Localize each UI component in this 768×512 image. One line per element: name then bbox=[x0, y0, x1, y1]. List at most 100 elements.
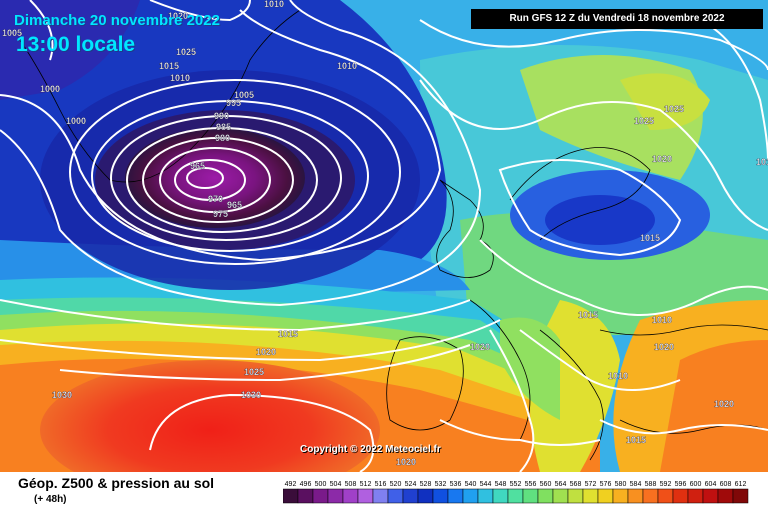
color-scale-legend: 492 496 500 504 508 512 516 520 524 528 532 536 540 5… bbox=[283, 481, 749, 504]
isobar-label: 990 bbox=[214, 111, 229, 121]
legend-color-swatch bbox=[552, 488, 569, 504]
lead-time: (+ 48h) bbox=[34, 494, 67, 505]
legend-color-swatch bbox=[327, 488, 344, 504]
isobar-label: 965 bbox=[227, 200, 242, 210]
legend-value-label: 604 bbox=[705, 481, 717, 488]
isobar-label: 1030 bbox=[52, 390, 72, 400]
legend-color-swatch bbox=[447, 488, 464, 504]
legend-color-swatch bbox=[297, 488, 314, 504]
legend-value-label: 492 bbox=[285, 481, 297, 488]
legend-color-swatch bbox=[492, 488, 509, 504]
isobar-label: 1025 bbox=[244, 367, 264, 377]
isobar-label: 1005 bbox=[234, 90, 254, 100]
isobar-label: 1000 bbox=[66, 116, 86, 126]
isobar-label: 1010 bbox=[264, 0, 284, 9]
legend-value-label: 600 bbox=[690, 481, 702, 488]
legend-value-label: 584 bbox=[630, 481, 642, 488]
isobar-label: 1020 bbox=[396, 457, 416, 467]
isobar-label: 1015 bbox=[578, 310, 598, 320]
isobar-label: 970 bbox=[208, 194, 223, 204]
legend-color-swatch bbox=[582, 488, 599, 504]
legend-value-label: 528 bbox=[420, 481, 432, 488]
legend-value-label: 568 bbox=[570, 481, 582, 488]
legend-color-swatch bbox=[402, 488, 419, 504]
isobar-label: 1015 bbox=[640, 233, 660, 243]
legend-color-swatch bbox=[417, 488, 434, 504]
isobar-label: 1020 bbox=[470, 342, 490, 352]
product-title: Géop. Z500 & pression au sol bbox=[18, 475, 215, 491]
legend-color-swatch bbox=[702, 488, 719, 504]
legend-color-swatch bbox=[657, 488, 674, 504]
legend-color-swatch bbox=[283, 488, 299, 504]
isobar-label: 1015 bbox=[159, 61, 179, 71]
isobar-label: 965 bbox=[190, 161, 205, 171]
legend-color-swatch bbox=[357, 488, 374, 504]
forecast-map: 1020 1010 1005 1025 1015 1010 1000 1000 … bbox=[0, 0, 768, 472]
legend-value-label: 548 bbox=[495, 481, 507, 488]
legend-color-swatch bbox=[462, 488, 479, 504]
legend-value-label: 508 bbox=[345, 481, 357, 488]
legend-value-label: 552 bbox=[510, 481, 522, 488]
isobar-label: 995 bbox=[226, 98, 241, 108]
legend-value-label: 504 bbox=[330, 481, 342, 488]
isobar-label: 1015 bbox=[278, 329, 298, 339]
legend-color-swatch bbox=[372, 488, 389, 504]
forecast-time-title: 13:00 locale bbox=[16, 33, 136, 56]
isobar-label: 1030 bbox=[241, 390, 261, 400]
isobar-label: 975 bbox=[213, 209, 228, 219]
legend-value-label: 520 bbox=[390, 481, 402, 488]
legend-value-label: 556 bbox=[525, 481, 537, 488]
legend-color-swatch bbox=[612, 488, 629, 504]
isobar-label: 1010 bbox=[608, 371, 628, 381]
legend-color-swatch bbox=[522, 488, 539, 504]
legend-color-swatch bbox=[312, 488, 329, 504]
isobar-label: 1015 bbox=[626, 435, 646, 445]
legend-value-label: 516 bbox=[375, 481, 387, 488]
isobar-label: 1005 bbox=[2, 28, 22, 38]
legend-value-label: 564 bbox=[555, 481, 567, 488]
legend-color-swatch bbox=[717, 488, 734, 504]
isobar-label: 1020 bbox=[652, 154, 672, 164]
isobar-label: 980 bbox=[215, 133, 230, 143]
legend-color-swatch bbox=[687, 488, 704, 504]
legend-value-label: 596 bbox=[675, 481, 687, 488]
legend-value-label: 500 bbox=[315, 481, 327, 488]
isobar-label: 1010 bbox=[337, 61, 357, 71]
legend-value-label: 608 bbox=[720, 481, 732, 488]
isobars bbox=[0, 0, 768, 472]
legend-color-swatch bbox=[672, 488, 689, 504]
legend-value-label: 560 bbox=[540, 481, 552, 488]
legend-value-label: 512 bbox=[360, 481, 372, 488]
isobar-label: 1020 bbox=[654, 342, 674, 352]
legend-color-swatch bbox=[567, 488, 584, 504]
pressure-labels: 1020 1010 1005 1025 1015 1010 1000 1000 … bbox=[2, 0, 768, 467]
legend-color-swatch bbox=[597, 488, 614, 504]
legend-color-swatch bbox=[627, 488, 644, 504]
model-run-banner: Run GFS 12 Z du Vendredi 18 novembre 202… bbox=[471, 9, 763, 29]
legend-value-label: 536 bbox=[450, 481, 462, 488]
legend-value-label: 592 bbox=[660, 481, 672, 488]
legend-color-swatch bbox=[642, 488, 659, 504]
legend-value-label: 576 bbox=[600, 481, 612, 488]
legend-value-label: 532 bbox=[435, 481, 447, 488]
legend-value-label: 580 bbox=[615, 481, 627, 488]
legend-value-label: 524 bbox=[405, 481, 417, 488]
legend-color-swatch bbox=[387, 488, 404, 504]
legend-value-label: 496 bbox=[300, 481, 312, 488]
isobar-label: 1010 bbox=[170, 73, 190, 83]
legend-value-label: 544 bbox=[480, 481, 492, 488]
legend-color-swatch bbox=[537, 488, 554, 504]
isobar-label: 1025 bbox=[664, 104, 684, 114]
legend-value-label: 540 bbox=[465, 481, 477, 488]
copyright-notice: Copyright © 2022 Meteociel.fr bbox=[300, 444, 441, 455]
isobar-label: 1000 bbox=[40, 84, 60, 94]
forecast-date-title: Dimanche 20 novembre 2022 bbox=[14, 12, 220, 29]
legend-value-label: 588 bbox=[645, 481, 657, 488]
isobar-label: 1025 bbox=[634, 116, 654, 126]
isobar-label: 1020 bbox=[714, 399, 734, 409]
isobar-label: 1010 bbox=[652, 315, 672, 325]
isobar-label: 1020 bbox=[256, 347, 276, 357]
legend-color-swatch bbox=[342, 488, 359, 504]
isobar-label: 985 bbox=[216, 122, 231, 132]
